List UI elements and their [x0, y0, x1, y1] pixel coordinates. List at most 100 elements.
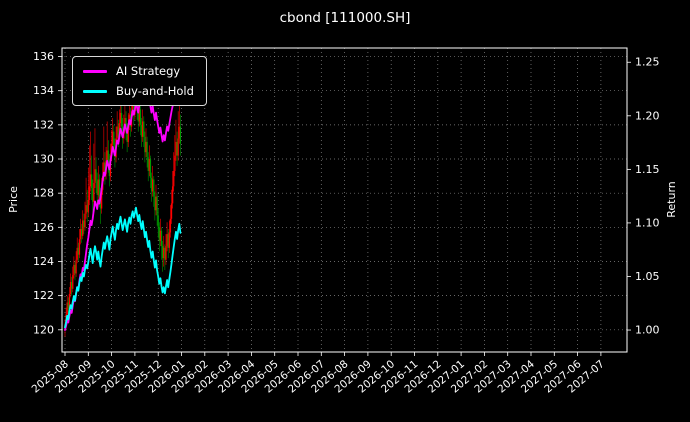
candle-body [150, 177, 153, 192]
candle-body [170, 203, 173, 219]
candle-body [167, 234, 169, 248]
price-axis-label: Price [6, 186, 20, 213]
candle-body [171, 186, 174, 204]
candle-body [71, 281, 73, 289]
candle-body [88, 186, 91, 200]
candle-body [98, 179, 101, 197]
candle-body [144, 136, 146, 153]
candle-body [155, 196, 157, 211]
candle-body [158, 227, 160, 241]
candle-body [173, 170, 175, 187]
candle-body [113, 131, 115, 146]
candle-body [77, 247, 79, 255]
candle-body [79, 229, 82, 240]
candle-body [97, 179, 99, 195]
candle-body [119, 112, 122, 124]
legend-swatch-ai-strategy [83, 69, 107, 73]
candle-body [85, 205, 87, 214]
candle-body [69, 281, 72, 294]
candle-body [169, 218, 172, 233]
chart-title: cbond [111000.SH] [279, 10, 411, 26]
candle-body [156, 196, 158, 216]
price-tick-label: 136 [33, 50, 54, 63]
candle-body [104, 162, 106, 175]
candle-body [112, 131, 114, 144]
candle-body [92, 188, 94, 202]
price-tick-label: 124 [33, 255, 54, 268]
candle-body [175, 141, 177, 156]
candle-body [96, 181, 98, 195]
candle-body [68, 293, 71, 310]
candle-body [161, 246, 164, 259]
candle-body [116, 126, 118, 139]
candle-body [94, 169, 96, 183]
candle-body [107, 150, 109, 163]
candle-body [126, 129, 128, 142]
candle-body [145, 141, 147, 153]
plot-border [61, 47, 628, 353]
candle-body [132, 102, 134, 112]
candle-body [133, 102, 135, 115]
candle-body [67, 302, 69, 310]
candle-body [103, 162, 105, 177]
candle-body [149, 159, 152, 178]
candle-body [165, 246, 167, 260]
price-tick-label: 132 [33, 118, 54, 131]
candle-body [178, 126, 180, 139]
candle-body [138, 109, 140, 122]
candle-body [166, 234, 168, 247]
candle-body [147, 157, 149, 171]
candle-body [74, 264, 76, 274]
candle-body [176, 141, 178, 156]
ai-strategy-line [64, 84, 182, 331]
candle-body [90, 174, 93, 189]
candle-body [95, 169, 97, 182]
price-tick-label: 120 [33, 323, 54, 336]
candle-body [87, 200, 89, 212]
legend: AI Strategy Buy-and-Hold [72, 56, 207, 106]
candle-body [179, 126, 182, 144]
return-tick-label: 1.00 [635, 324, 660, 337]
price-tick-label: 130 [33, 153, 54, 166]
candle-body [153, 179, 155, 197]
legend-label-buy-and-hold: Buy-and-Hold [116, 84, 194, 98]
candle-body [93, 182, 95, 202]
candle-body [163, 247, 165, 259]
candle-body [140, 124, 143, 137]
candle-body [152, 179, 154, 192]
legend-label-ai-strategy: AI Strategy [116, 64, 181, 78]
candle-body [118, 123, 121, 137]
candle-body [78, 239, 81, 255]
candle-body [75, 259, 77, 274]
candle-body [80, 229, 83, 236]
candle-body [168, 232, 170, 248]
price-tick-label: 122 [33, 289, 54, 302]
candle-body [84, 213, 86, 228]
legend-item-ai-strategy: AI Strategy [83, 64, 194, 78]
candle-body [73, 264, 75, 276]
candle-body [154, 196, 156, 211]
candle-body [139, 109, 142, 125]
legend-swatch-buy-and-hold [83, 89, 107, 93]
candle-body [99, 196, 102, 209]
return-tick-label: 1.20 [635, 109, 660, 122]
candle-body [174, 155, 176, 171]
return-axis-label: Return [664, 181, 678, 218]
candle-body [159, 230, 162, 241]
candle-body [160, 230, 163, 247]
candle-body [72, 275, 74, 289]
candle-body [125, 118, 127, 130]
candle-body [83, 220, 85, 228]
candle-body [76, 247, 78, 260]
return-tick-label: 1.10 [635, 216, 660, 229]
candle-body [157, 215, 159, 228]
candle-body [100, 189, 103, 209]
candle-body [89, 174, 92, 187]
candle-body [86, 205, 88, 212]
candle-body [177, 138, 179, 156]
return-tick-label: 1.15 [635, 163, 660, 176]
candle-body [146, 141, 148, 158]
candle-body [124, 118, 126, 129]
candle-body [148, 159, 150, 171]
